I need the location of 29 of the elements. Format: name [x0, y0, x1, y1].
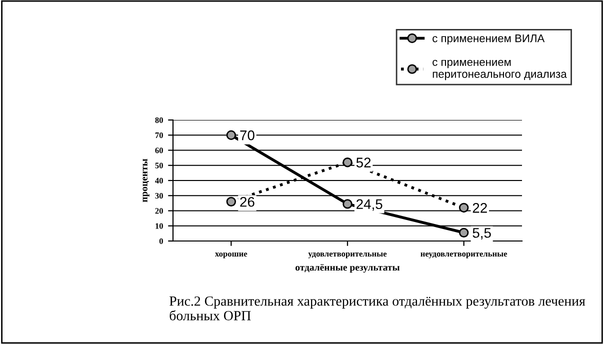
x-axis-title: отдалённые результаты: [296, 264, 400, 273]
point: [342, 199, 352, 209]
data-label: 70: [240, 130, 254, 140]
x-tick-label: хорошие: [215, 252, 248, 258]
y-tick-label: 40: [155, 178, 163, 184]
x-tick-label: неудовлетворительные: [420, 252, 508, 258]
data-label: 26: [240, 196, 254, 207]
point: [458, 228, 469, 238]
legend-label: с применением перитонеального диализа: [432, 60, 567, 80]
y-tick-label: 30: [155, 192, 163, 199]
y-tick-label: 80: [155, 117, 163, 123]
point: [226, 196, 236, 207]
y-tick-label: 20: [155, 208, 163, 214]
x-tick-label: удовлетворительные: [308, 252, 387, 258]
y-tick-label: 50: [155, 162, 163, 168]
y-tick-label: 70: [155, 132, 163, 138]
y-tick-label: 60: [155, 148, 163, 154]
legend-label: с применением ВИЛА: [432, 34, 545, 44]
text: Рис.2 Сравнительная характеристика отдалённых результатов лечения больных ОРП: [170, 296, 586, 320]
y-axis-title: проценты: [142, 158, 150, 202]
data-label: 22: [472, 203, 487, 213]
data-label: 24,5: [356, 199, 382, 211]
point: [342, 157, 352, 168]
data-label: 5,5: [472, 228, 491, 240]
point: [226, 130, 236, 140]
point: [458, 202, 469, 213]
y-tick-label: 0: [159, 238, 163, 244]
y-tick-label: 10: [156, 223, 163, 229]
data-label: 52: [356, 158, 371, 168]
